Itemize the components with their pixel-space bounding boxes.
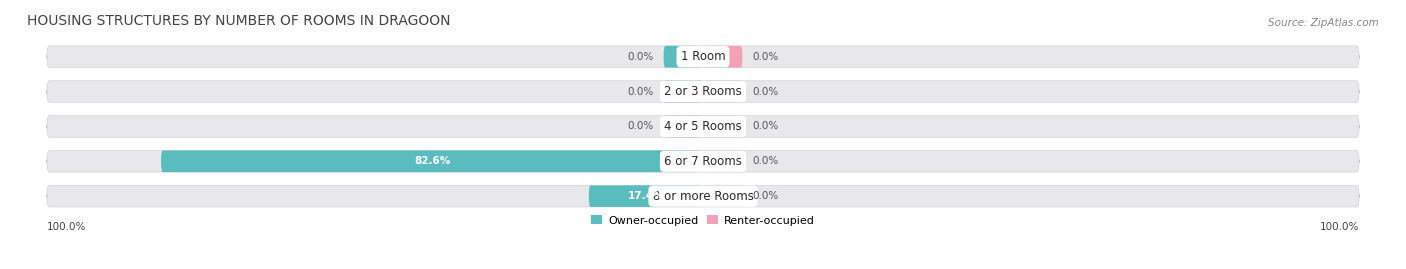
Text: 0.0%: 0.0%: [752, 52, 779, 62]
FancyBboxPatch shape: [46, 81, 1360, 102]
FancyBboxPatch shape: [664, 81, 703, 102]
Text: 0.0%: 0.0%: [752, 156, 779, 166]
Text: 100.0%: 100.0%: [1320, 222, 1360, 232]
Text: 0.0%: 0.0%: [627, 121, 654, 132]
Text: 2 or 3 Rooms: 2 or 3 Rooms: [664, 85, 742, 98]
FancyBboxPatch shape: [46, 46, 1360, 68]
FancyBboxPatch shape: [589, 185, 703, 207]
FancyBboxPatch shape: [664, 116, 703, 137]
Text: 0.0%: 0.0%: [627, 87, 654, 97]
FancyBboxPatch shape: [46, 116, 1360, 137]
FancyBboxPatch shape: [703, 46, 742, 68]
FancyBboxPatch shape: [162, 150, 703, 172]
FancyBboxPatch shape: [703, 150, 742, 172]
Text: 82.6%: 82.6%: [413, 156, 450, 166]
Text: 6 or 7 Rooms: 6 or 7 Rooms: [664, 155, 742, 168]
FancyBboxPatch shape: [46, 150, 1360, 172]
Text: 1 Room: 1 Room: [681, 50, 725, 63]
Text: 100.0%: 100.0%: [46, 222, 86, 232]
FancyBboxPatch shape: [664, 46, 703, 68]
Text: 0.0%: 0.0%: [752, 87, 779, 97]
Text: HOUSING STRUCTURES BY NUMBER OF ROOMS IN DRAGOON: HOUSING STRUCTURES BY NUMBER OF ROOMS IN…: [27, 14, 451, 28]
FancyBboxPatch shape: [703, 185, 742, 207]
Text: 0.0%: 0.0%: [627, 52, 654, 62]
Text: Source: ZipAtlas.com: Source: ZipAtlas.com: [1268, 18, 1379, 28]
Legend: Owner-occupied, Renter-occupied: Owner-occupied, Renter-occupied: [586, 211, 820, 230]
FancyBboxPatch shape: [703, 116, 742, 137]
Text: 0.0%: 0.0%: [752, 121, 779, 132]
Text: 0.0%: 0.0%: [752, 191, 779, 201]
FancyBboxPatch shape: [703, 81, 742, 102]
Text: 4 or 5 Rooms: 4 or 5 Rooms: [664, 120, 742, 133]
Text: 17.4%: 17.4%: [627, 191, 664, 201]
Text: 8 or more Rooms: 8 or more Rooms: [652, 190, 754, 203]
FancyBboxPatch shape: [46, 185, 1360, 207]
